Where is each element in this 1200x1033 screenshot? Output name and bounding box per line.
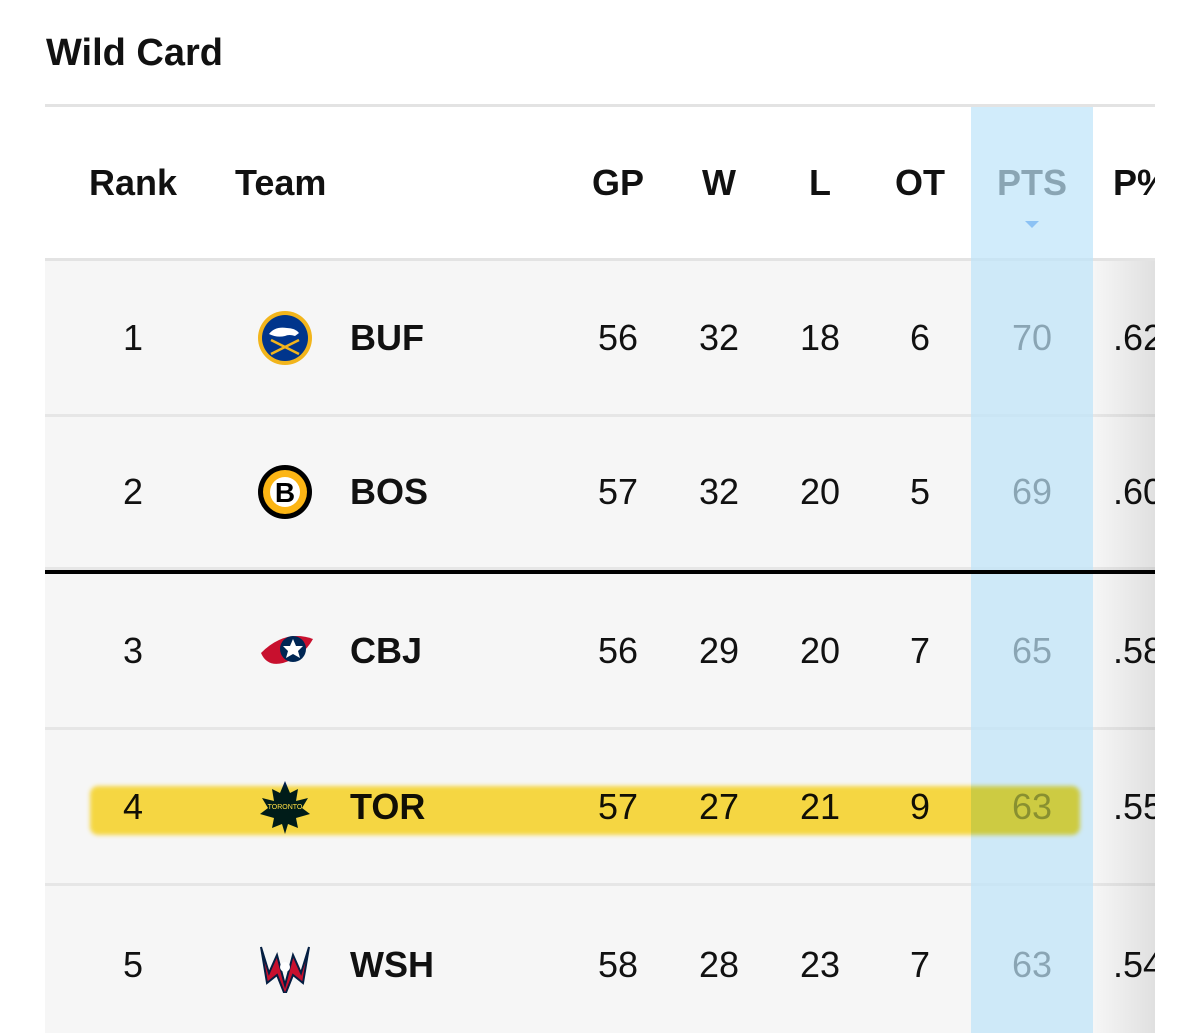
column-header[interactable]: Rank	[88, 161, 178, 203]
stat-cell: 1	[122, 316, 144, 358]
team-logo	[260, 946, 310, 993]
column-header[interactable]: P%	[1113, 161, 1155, 203]
stat-cell: 57	[597, 471, 639, 512]
team-row[interactable]: 3CBJ562920765.58	[45, 574, 1155, 730]
stat-cell: 5	[909, 471, 931, 512]
stat-cell: 6	[909, 316, 931, 358]
stat-cell: .60	[1113, 471, 1155, 513]
playoff-divider	[45, 570, 1155, 574]
team-logo	[258, 310, 312, 365]
stat-cell: 56	[597, 629, 639, 671]
stat-cell: .58	[1113, 630, 1155, 672]
stat-cell: 58	[597, 943, 639, 985]
stat-cell: 56	[597, 316, 639, 358]
stat-cell: 5	[122, 943, 144, 985]
stat-cell: .54	[1113, 944, 1155, 986]
column-header[interactable]: L	[809, 161, 831, 203]
stat-cell: .55	[1113, 786, 1155, 828]
team-row[interactable]: 2BBOS573220569.60	[45, 417, 1155, 570]
team-abbr[interactable]: BUF	[350, 316, 424, 358]
stat-cell: 20	[799, 629, 841, 671]
section-title: Wild Card	[46, 32, 223, 74]
team-abbr[interactable]: BOS	[350, 471, 429, 512]
highlight-marker	[90, 786, 1080, 835]
column-header[interactable]: GP	[591, 161, 645, 203]
team-row[interactable]: 5WSH582823763.54	[45, 886, 1155, 1033]
stat-cell: 7	[909, 943, 931, 985]
column-header: Team	[235, 161, 327, 203]
stat-cell: 32	[698, 316, 740, 358]
stat-cell: 20	[799, 471, 841, 512]
team-abbr[interactable]: WSH	[350, 943, 434, 985]
column-header[interactable]: W	[702, 161, 736, 203]
stat-cell: 32	[698, 471, 740, 512]
scroll-shadow	[1093, 261, 1155, 1033]
team-row[interactable]: 1BUF563218670.62	[45, 261, 1155, 417]
stat-cell: .62	[1113, 317, 1155, 359]
stat-cell: 29	[698, 629, 740, 671]
stat-cell: 7	[909, 629, 931, 671]
team-abbr[interactable]: CBJ	[350, 629, 423, 671]
team-logo	[261, 635, 313, 664]
team-logo: B	[258, 465, 312, 519]
stat-cell: 18	[799, 316, 841, 358]
stat-cell: 23	[799, 943, 841, 985]
stat-cell: 2	[122, 471, 144, 512]
stat-cell: 28	[698, 943, 740, 985]
column-header[interactable]: OT	[895, 161, 945, 203]
standings-table: RankTeamGPWLOTPTSP%1BUF563218670.622BBOS…	[45, 104, 1155, 1033]
svg-text:B: B	[275, 477, 295, 508]
stat-cell: 3	[122, 629, 144, 671]
